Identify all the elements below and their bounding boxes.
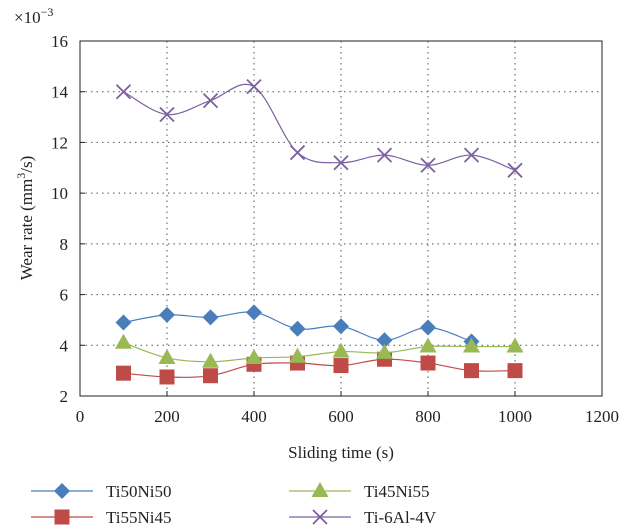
data-point-ti-6al-4v (420, 157, 436, 173)
x-tick-label: 1200 (585, 407, 619, 426)
data-point-ti55ni45 (507, 363, 523, 379)
series-layer (115, 79, 524, 385)
legend-marker-ti-6al-4v (312, 509, 328, 525)
data-point-ti-6al-4v (376, 147, 393, 163)
data-point-ti50ni50 (376, 332, 393, 349)
legend-item-ti-6al-4v: Ti-6Al-4V (289, 508, 437, 527)
y-tick-label: 12 (51, 133, 68, 152)
legend-item-ti45ni55: Ti45Ni55 (289, 482, 430, 501)
data-point-ti-6al-4v (246, 79, 262, 95)
y-multiplier: ×10−3 (14, 5, 53, 27)
series-line-ti45ni55 (123, 342, 515, 363)
data-point-ti55ni45 (420, 355, 436, 371)
y-tick-label: 16 (51, 32, 68, 51)
x-tick-label: 0 (76, 407, 85, 426)
legend-marker-ti55ni45 (54, 509, 70, 525)
data-point-ti-6al-4v (463, 147, 480, 163)
data-point-ti45ni55 (202, 352, 219, 368)
data-point-ti50ni50 (333, 318, 349, 335)
data-point-ti45ni55 (158, 348, 176, 364)
data-point-ti55ni45 (333, 358, 349, 374)
data-point-ti50ni50 (246, 304, 262, 321)
legend-label-ti45ni55: Ti45Ni55 (364, 482, 430, 501)
data-point-ti50ni50 (159, 306, 175, 323)
legend-label-ti50ni50: Ti50Ni50 (106, 482, 172, 501)
data-point-ti50ni50 (115, 314, 132, 331)
data-point-ti45ni55 (419, 337, 437, 353)
data-point-ti45ni55 (332, 342, 350, 358)
data-point-ti55ni45 (203, 368, 218, 384)
x-tick-labels: 0 200 400 600 800 1000 1200 (76, 407, 619, 426)
data-point-ti45ni55 (463, 337, 480, 353)
series-line-ti-6al-4v (123, 83, 516, 171)
data-point-ti45ni55 (115, 333, 132, 349)
series-line-ti55ni45 (123, 358, 516, 378)
x-axis-label: Sliding time (s) (288, 443, 394, 462)
data-point-ti-6al-4v (202, 92, 219, 109)
x-tick-label: 600 (328, 407, 354, 426)
y-tick-labels: 2 4 6 8 10 12 14 16 (51, 32, 69, 406)
legend: Ti50Ni50 Ti55Ni45 Ti45Ni55 Ti-6Al-4V (31, 482, 437, 527)
x-tick-label: 800 (415, 407, 441, 426)
data-point-ti45ni55 (376, 343, 393, 359)
data-point-ti45ni55 (506, 337, 524, 353)
y-tick-label: 14 (51, 83, 69, 102)
y-tick-label: 2 (60, 387, 69, 406)
y-axis-label: Wear rate (mm3/s) (14, 156, 36, 281)
y-tick-label: 10 (51, 184, 68, 203)
legend-marker-ti45ni55 (311, 482, 329, 497)
y-tick-label: 8 (60, 235, 69, 254)
data-point-ti55ni45 (464, 363, 479, 379)
series-ti55ni45 (116, 351, 523, 385)
data-point-ti50ni50 (420, 319, 436, 336)
series-ti-6al-4v (115, 79, 523, 178)
data-point-ti-6al-4v (289, 144, 306, 161)
legend-marker-ti50ni50 (54, 483, 70, 499)
legend-label-ti-6al-4v: Ti-6Al-4V (364, 508, 437, 527)
axes (79, 40, 603, 397)
x-tick-label: 200 (154, 407, 180, 426)
data-point-ti45ni55 (245, 348, 263, 364)
data-point-ti55ni45 (116, 365, 131, 381)
data-point-ti-6al-4v (159, 106, 175, 123)
legend-item-ti50ni50: Ti50Ni50 (31, 482, 172, 501)
data-point-ti45ni55 (289, 347, 306, 363)
data-point-ti-6al-4v (333, 155, 349, 171)
series-ti50ni50 (115, 304, 480, 350)
data-point-ti50ni50 (202, 309, 219, 326)
data-point-ti-6al-4v (115, 84, 132, 100)
x-tick-label: 400 (241, 407, 267, 426)
legend-label-ti55ni45: Ti55Ni45 (106, 508, 172, 527)
legend-item-ti55ni45: Ti55Ni45 (31, 508, 172, 527)
data-point-ti55ni45 (159, 369, 175, 385)
y-tick-label: 4 (60, 336, 69, 355)
data-point-ti50ni50 (289, 320, 306, 337)
data-point-ti-6al-4v (507, 162, 523, 178)
series-ti45ni55 (115, 333, 524, 368)
y-tick-label: 6 (60, 286, 69, 305)
x-tick-label: 1000 (498, 407, 532, 426)
